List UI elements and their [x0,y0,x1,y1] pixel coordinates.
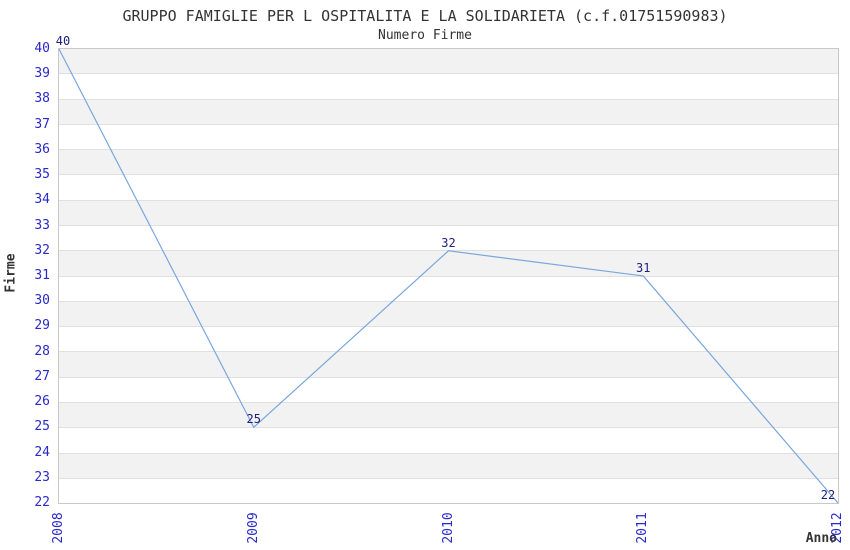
line-series [58,48,839,504]
y-tick-label: 28 [34,343,50,359]
plot-area [58,48,839,504]
y-tick-label: 27 [34,368,50,384]
plot-band [59,402,838,429]
y-tick-label: 26 [34,394,50,410]
y-tick-label: 31 [34,268,50,283]
y-tick-label: 25 [34,419,50,435]
plot-band [59,74,838,100]
y-tick-label: 40 [34,41,50,56]
y-tick-label: 34 [34,192,50,208]
plot-band [59,428,838,454]
x-axis-title: Anno [805,531,837,546]
y-tick-label: 33 [34,217,50,233]
y-tick-label: 37 [34,116,50,132]
y-tick-label: 23 [34,469,50,485]
y-tick-label: 32 [34,242,50,258]
plot-band [59,124,838,151]
x-tick-label: 2010 [440,512,456,544]
plot-band [59,478,838,504]
data-point-label: 31 [636,261,651,275]
x-tick-label: 2008 [51,512,66,544]
y-tick-label: 39 [34,66,50,82]
plot-band [59,301,838,328]
plot-band [59,150,838,176]
data-point-label: 32 [441,235,456,250]
y-tick-label: 24 [34,444,50,460]
x-tick-label: 2009 [245,512,261,544]
plot-band [59,175,838,201]
y-tick-label: 35 [34,167,50,183]
plot-band [59,49,838,75]
y-tick-label: 38 [34,91,50,107]
chart-title: GRUPPO FAMIGLIE PER L OSPITALITA E LA SO… [122,7,728,25]
line-series-svg [58,48,839,504]
x-tick-label: 2011 [635,512,651,544]
plot-bands [59,49,838,504]
plot-band [59,327,838,353]
y-tick-label: 30 [34,293,50,309]
plot-band [59,251,838,277]
y-tick-label: 29 [34,318,50,334]
data-point-label: 25 [246,412,261,427]
data-point-label: 22 [820,488,836,502]
plot-band [59,352,838,378]
y-tick-label: 22 [34,495,50,510]
plot-band [59,377,838,403]
plot-band [59,453,838,479]
data-point-label: 40 [55,34,71,48]
y-tick-label: 36 [34,141,50,157]
plot-band [59,99,838,125]
chart-subtitle: Numero Firme [378,28,472,43]
plot-band [59,276,838,302]
plot-band [59,200,838,226]
